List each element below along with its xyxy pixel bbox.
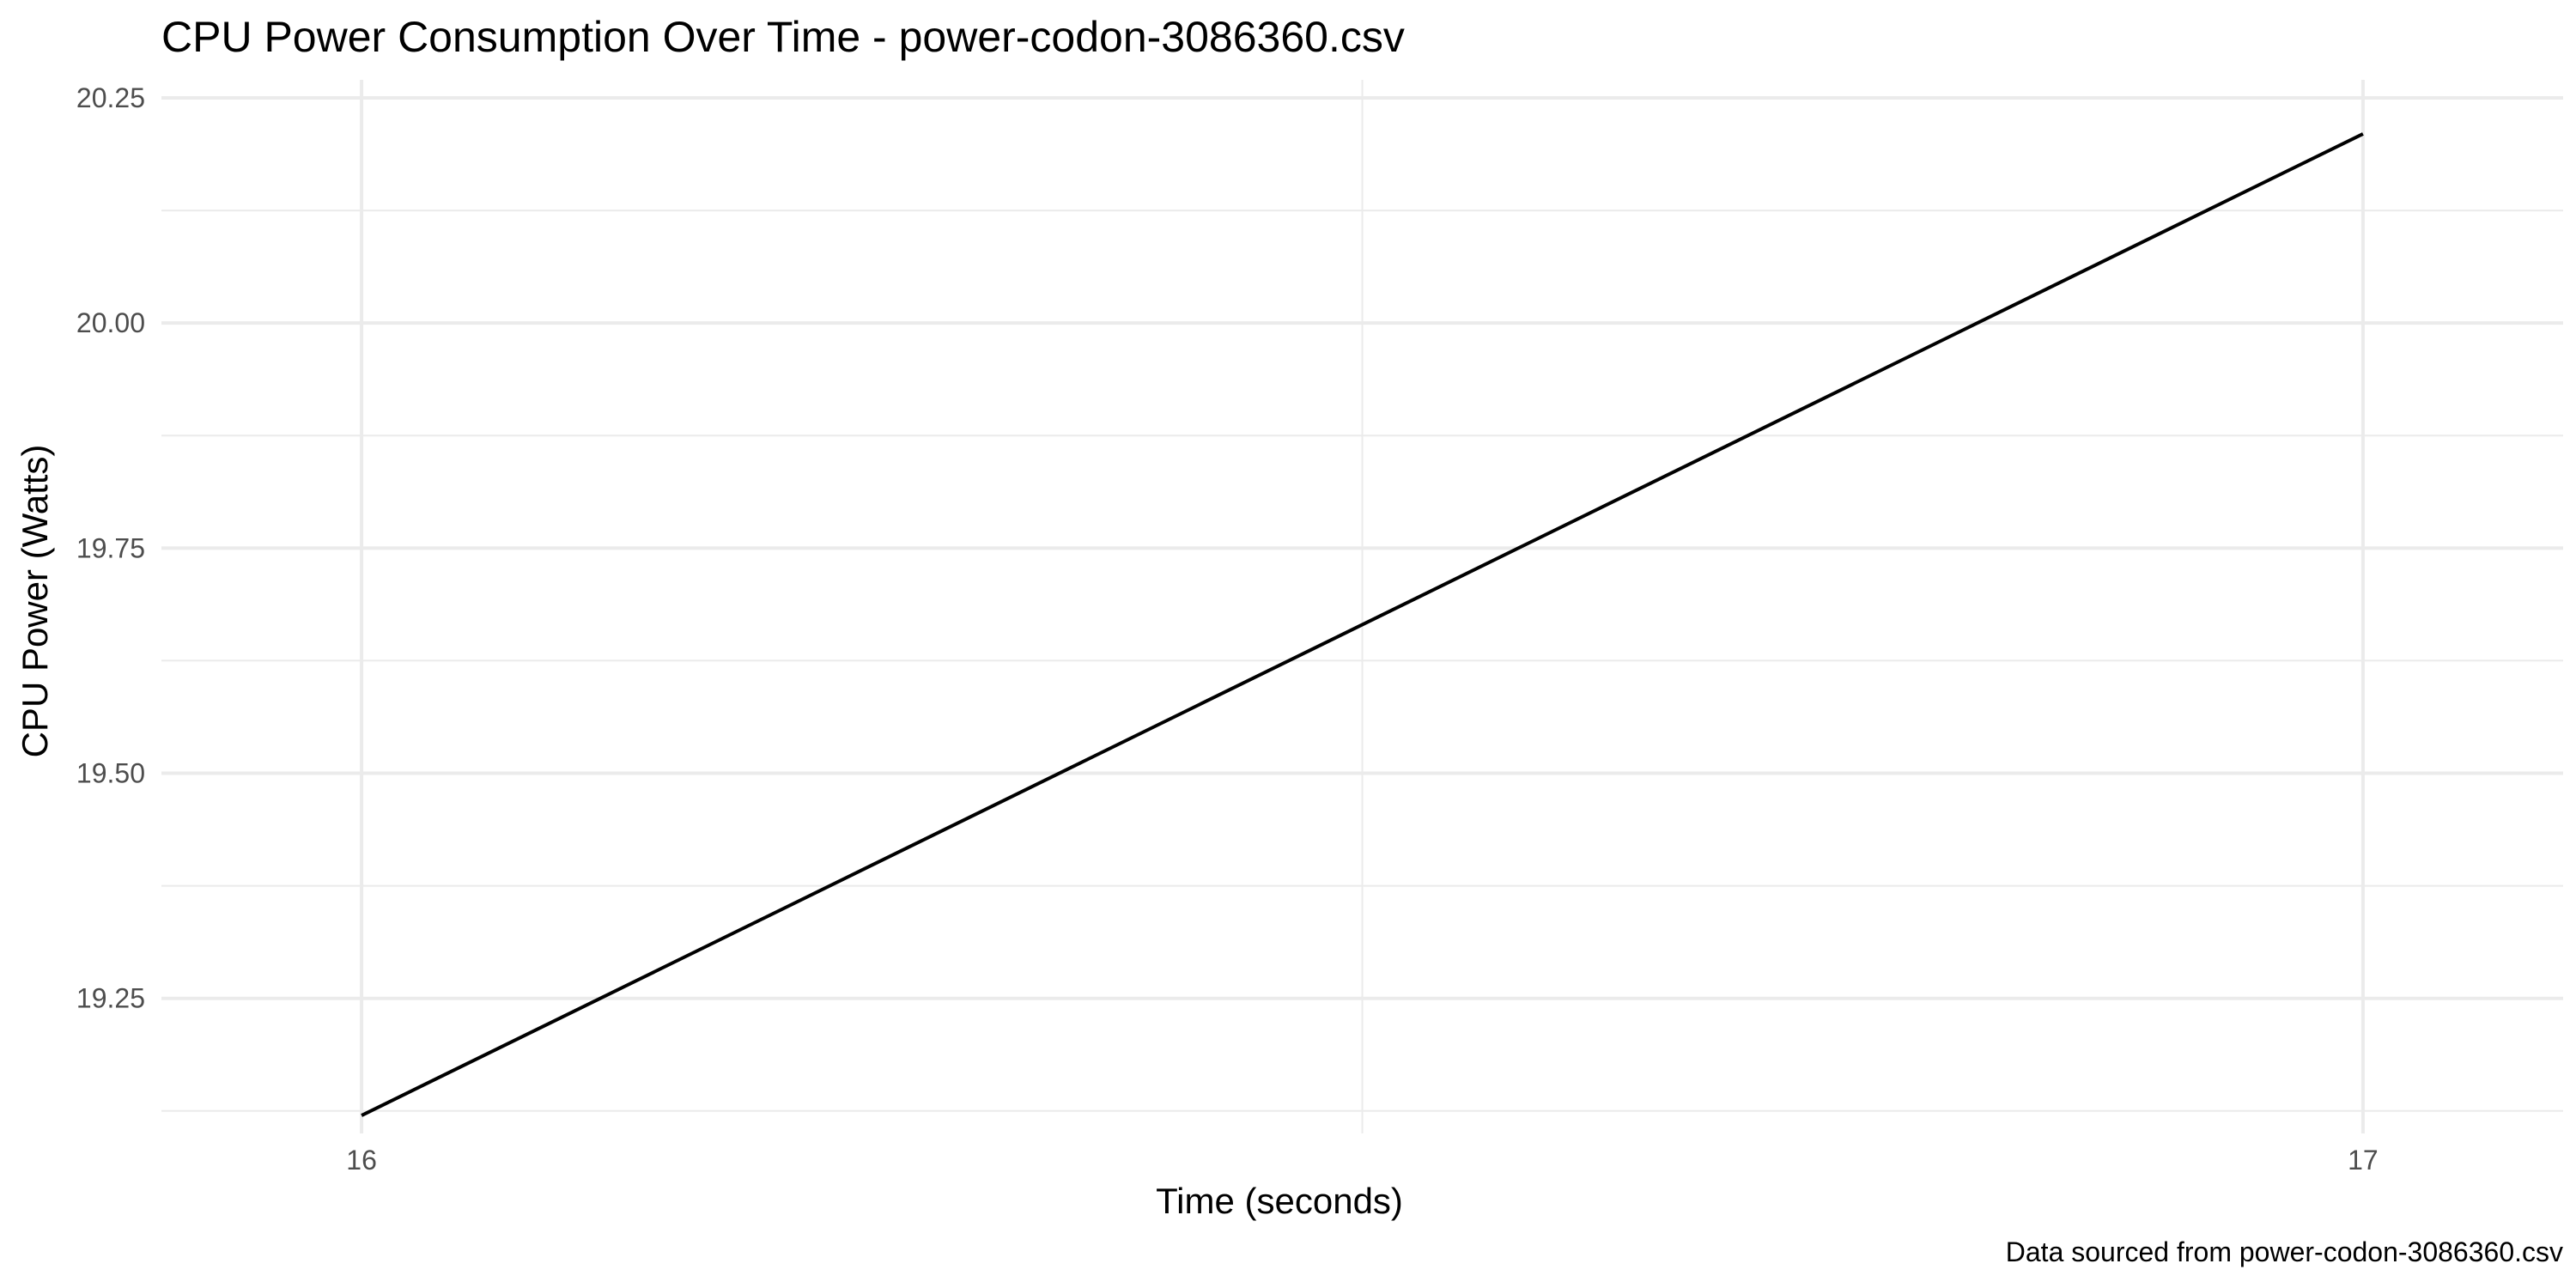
y-tick-label: 19.75 xyxy=(76,532,145,563)
x-tick-label: 16 xyxy=(346,1145,377,1176)
grid xyxy=(161,80,2563,1133)
x-axis-title: Time (seconds) xyxy=(1156,1181,1403,1221)
series-layer xyxy=(361,132,2364,1117)
y-tick-label: 20.25 xyxy=(76,82,145,113)
x-axis-ticks: 16 17 xyxy=(346,1145,2378,1176)
chart-caption: Data sourced from power-codon-3086360.cs… xyxy=(2006,1236,2563,1267)
series-line xyxy=(361,132,2364,1117)
y-tick-label: 20.00 xyxy=(76,307,145,338)
y-axis-ticks: 19.25 19.50 19.75 20.00 20.25 xyxy=(76,82,145,1014)
y-tick-label: 19.25 xyxy=(76,983,145,1014)
chart-title: CPU Power Consumption Over Time - power-… xyxy=(161,13,1405,61)
x-tick-label: 17 xyxy=(2348,1145,2379,1176)
y-tick-label: 19.50 xyxy=(76,758,145,789)
y-axis-title: CPU Power (Watts) xyxy=(15,445,55,758)
